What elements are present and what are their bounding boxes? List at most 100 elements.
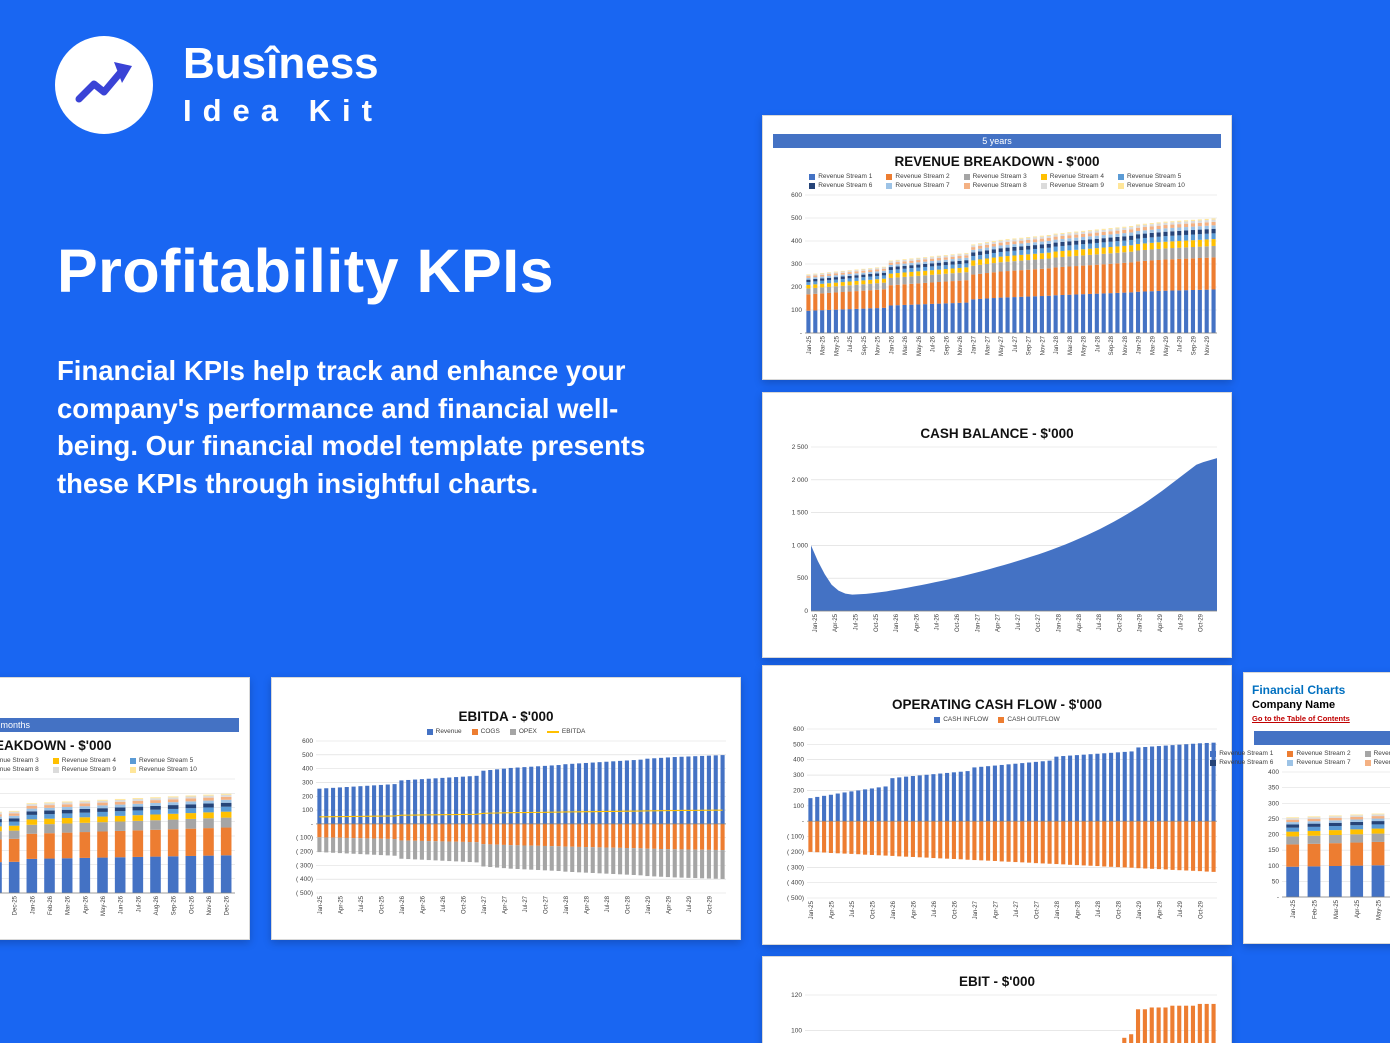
svg-text:Apr-25: Apr-25	[1355, 899, 1361, 918]
svg-text:Jan-29: Jan-29	[646, 895, 652, 914]
legend-item: CASH OUTFLOW	[998, 716, 1060, 723]
svg-text:Jul-28: Jul-28	[1097, 613, 1103, 630]
svg-text:Jan-29: Jan-29	[1138, 613, 1144, 632]
svg-text:Dec-25: Dec-25	[13, 895, 19, 915]
ebitda-chart: 600 500 400 300 200 100 - ( 100) ( 200) ( 300) ( 4…	[280, 737, 732, 933]
svg-text:Nov-25: Nov-25	[0, 895, 1, 915]
legend-item: EBITDA	[546, 728, 585, 735]
svg-text:600: 600	[302, 738, 313, 745]
svg-text:Jan-28: Jan-28	[564, 895, 570, 914]
svg-text:100: 100	[791, 307, 802, 314]
card-financial-charts: Financial Charts Company Name Go to the …	[1210, 672, 1390, 944]
svg-text:May-25: May-25	[1377, 899, 1383, 920]
svg-text:Jun-26: Jun-26	[119, 895, 125, 914]
svg-text:Mar-26: Mar-26	[66, 895, 72, 915]
svg-text:Nov-29: Nov-29	[1205, 335, 1211, 355]
svg-text:Jan-28: Jan-28	[1055, 900, 1061, 919]
legend-item: Revenue	[426, 728, 462, 735]
chart-title: EBIT - $'000	[959, 974, 1035, 989]
svg-text:Jul-26: Jul-26	[932, 900, 938, 917]
svg-text:Jul-27: Jul-27	[523, 895, 529, 912]
svg-text:( 500): ( 500)	[296, 890, 313, 897]
svg-text:Apr-28: Apr-28	[584, 895, 590, 914]
svg-text:May-28: May-28	[1082, 335, 1088, 356]
svg-text:Jan-25: Jan-25	[318, 895, 324, 914]
svg-text:Apr-25: Apr-25	[833, 613, 839, 632]
svg-text:600: 600	[793, 726, 804, 733]
svg-text:Oct-26: Oct-26	[189, 895, 195, 914]
legend-item: COGS	[471, 728, 500, 735]
svg-text:Dec-26: Dec-26	[225, 895, 231, 915]
svg-text:2 500: 2 500	[792, 444, 809, 451]
svg-text:Mar-28: Mar-28	[1068, 335, 1074, 355]
svg-text:500: 500	[793, 741, 804, 748]
svg-text:May-25: May-25	[834, 335, 840, 356]
svg-text:Jul-26: Jul-26	[441, 895, 447, 912]
svg-text:May-29: May-29	[1164, 335, 1170, 356]
svg-text:Jan-26: Jan-26	[400, 895, 406, 914]
svg-text:Apr-29: Apr-29	[666, 895, 672, 914]
chart-legend: CASH INFLOW CASH OUTFLOW	[771, 716, 1223, 723]
svg-text:Sep-26: Sep-26	[944, 335, 950, 355]
svg-text:Jul-25: Jul-25	[848, 335, 854, 352]
trend-arrow-icon	[75, 62, 132, 103]
legend-item: Revenue Stream 10	[130, 766, 197, 773]
svg-text:( 300): ( 300)	[787, 864, 804, 871]
svg-text:Mar-27: Mar-27	[985, 335, 991, 355]
svg-text:Sep-26: Sep-26	[172, 895, 178, 915]
table-of-contents-link[interactable]: Go to the Table of Contents	[1252, 714, 1350, 723]
ebit-chart: 12010080604020-Jan-25Apr-25Jul-25Oct-25J…	[771, 991, 1223, 1043]
svg-text:( 100): ( 100)	[787, 834, 804, 841]
svg-text:Jul-29: Jul-29	[1178, 900, 1184, 917]
svg-text:Jan-25: Jan-25	[809, 900, 815, 919]
svg-text:300: 300	[791, 261, 802, 268]
chart-title: OPERATING CASH FLOW - $'000	[892, 697, 1102, 712]
svg-text:( 200): ( 200)	[787, 849, 804, 856]
svg-text:Jul-29: Jul-29	[1178, 335, 1184, 352]
chart-period-badge: 5 years	[773, 134, 1221, 148]
financial-charts-title: Financial Charts	[1252, 683, 1346, 697]
svg-text:Nov-26: Nov-26	[958, 335, 964, 355]
legend-item: Revenue Stream 4	[52, 757, 116, 764]
card-revenue-breakdown-24m: 24 months REVENUE BREAKDOWN - $'000 Reve…	[0, 677, 250, 940]
svg-text:200: 200	[791, 284, 802, 291]
svg-text:Oct-25: Oct-25	[874, 613, 880, 632]
svg-text:500: 500	[797, 575, 808, 582]
svg-text:Mar-25: Mar-25	[1334, 899, 1340, 919]
svg-text:500: 500	[302, 752, 313, 759]
svg-text:250: 250	[1268, 816, 1279, 823]
svg-text:Apr-27: Apr-27	[993, 900, 999, 919]
card-ebit: EBIT - $'000 12010080604020-Jan-25Apr-25…	[762, 956, 1232, 1043]
svg-text:Oct-28: Oct-28	[1117, 613, 1123, 632]
svg-text:Mar-29: Mar-29	[1150, 335, 1156, 355]
svg-text:Jul-26: Jul-26	[136, 895, 142, 912]
svg-text:400: 400	[302, 766, 313, 773]
chart-title: REVENUE BREAKDOWN - $'000	[0, 738, 112, 753]
legend-item: CASH INFLOW	[934, 716, 988, 723]
svg-text:Jan-27: Jan-27	[975, 613, 981, 632]
svg-text:Jul-25: Jul-25	[850, 900, 856, 917]
svg-text:Jan-26: Jan-26	[30, 895, 36, 914]
brand-text: Busîness Idea Kit	[183, 41, 383, 129]
svg-text:Oct-25: Oct-25	[870, 900, 876, 919]
legend-item: Revenue Stream 6	[809, 182, 872, 189]
svg-text:-: -	[802, 818, 804, 825]
svg-text:Jul-28: Jul-28	[1095, 335, 1101, 352]
chart-period-badge	[1254, 731, 1390, 745]
legend-item: Revenue Stream 2	[886, 173, 950, 180]
brand-logo	[55, 36, 153, 134]
svg-text:Apr-27: Apr-27	[996, 613, 1002, 632]
svg-text:-: -	[800, 330, 802, 337]
svg-text:Jan-25: Jan-25	[813, 613, 819, 632]
legend-item: Revenue Stream 8	[963, 182, 1027, 189]
svg-text:400: 400	[793, 757, 804, 764]
svg-text:Jan-25: Jan-25	[807, 335, 813, 354]
brand-tagline: Idea Kit	[183, 92, 383, 128]
svg-text:400: 400	[1268, 769, 1279, 776]
svg-text:Jan-29: Jan-29	[1137, 900, 1143, 919]
svg-text:Apr-26: Apr-26	[911, 900, 917, 919]
legend-item: Revenue Stream 10	[1118, 182, 1185, 189]
svg-text:Jan-29: Jan-29	[1137, 335, 1143, 354]
chart-legend: Revenue Stream 1 Revenue Stream 2 Revenue …	[1210, 750, 1390, 766]
